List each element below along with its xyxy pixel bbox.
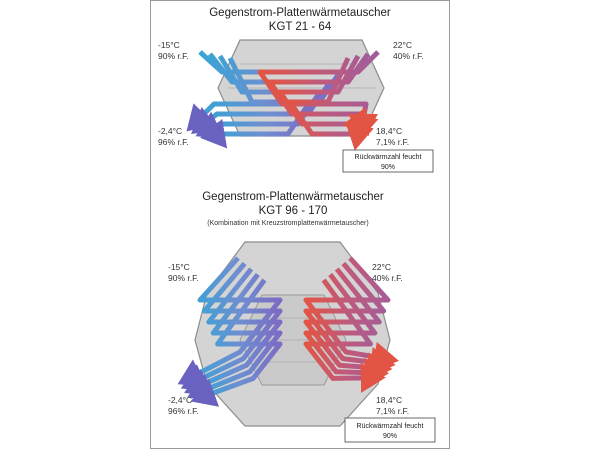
bottom-efficiency-label: Rückwärmzahl feucht (357, 423, 424, 430)
top-supply-rh: 7,1% r.F. (376, 137, 409, 147)
bottom-cold-air-arrow (180, 261, 283, 392)
bottom-extract-temp: 22°C (372, 262, 391, 272)
bottom-warm-air-arrow (303, 267, 393, 383)
bottom-airflows (177, 256, 399, 407)
top-title: Gegenstrom-Plattenwärmetauscher (209, 7, 391, 19)
top-airflows (186, 50, 380, 151)
bottom-extract-rh: 40% r.F. (372, 273, 403, 283)
bottom-cold-air-arrow (187, 272, 283, 402)
top-outdoor-temp: -15°C (158, 40, 180, 50)
top-exhaust-rh: 96% r.F. (158, 137, 189, 147)
bottom-cold-air-arrow (177, 256, 283, 387)
bottom-cold-air-arrow (184, 267, 283, 397)
top-exhaust-temp: -2,4°C (158, 126, 182, 136)
bottom-warm-air-arrow (303, 278, 386, 393)
top-efficiency-label: Rückwärmzahl feucht (355, 154, 422, 161)
bottom-efficiency-box (344, 417, 436, 443)
bottom-warm-air-arrow (303, 256, 399, 372)
bottom-exhaust-temp: -2,4°C (168, 395, 192, 405)
bottom-supply-temp: 18,4°C (376, 395, 402, 405)
top-outdoor-rh: 90% r.F. (158, 51, 189, 61)
top-model: KGT 21 - 64 (269, 21, 332, 33)
top-supply-temp: 18,4°C (376, 126, 402, 136)
top-efficiency-box (342, 149, 434, 173)
bottom-exhaust-rh: 96% r.F. (168, 406, 199, 416)
bottom-title: Gegenstrom-Plattenwärmetauscher (202, 191, 384, 203)
top-warm-air-arrow (287, 56, 374, 151)
bottom-outdoor-temp: -15°C (168, 262, 190, 272)
top-extract-temp: 22°C (393, 40, 412, 50)
bottom-warm-air-arrow (303, 261, 396, 377)
bottom-warm-air-arrow (303, 272, 390, 388)
top-extract-rh: 40% r.F. (393, 51, 424, 61)
bottom-model: KGT 96 - 170 (259, 205, 328, 217)
top-diagram: Gegenstrom-Plattenwärmetauscher KGT 21 -… (158, 7, 434, 173)
bottom-note: (Kombination mit Kreuzstromplattenwärmet… (207, 220, 368, 227)
bottom-efficiency-value: 90% (383, 433, 397, 440)
bottom-diagram: Gegenstrom-Plattenwärmetauscher KGT 96 -… (168, 191, 436, 443)
bottom-cold-air-arrow (190, 278, 283, 407)
top-efficiency-value: 90% (381, 164, 395, 171)
bottom-outdoor-rh: 90% r.F. (168, 273, 199, 283)
bottom-supply-rh: 7,1% r.F. (376, 406, 409, 416)
